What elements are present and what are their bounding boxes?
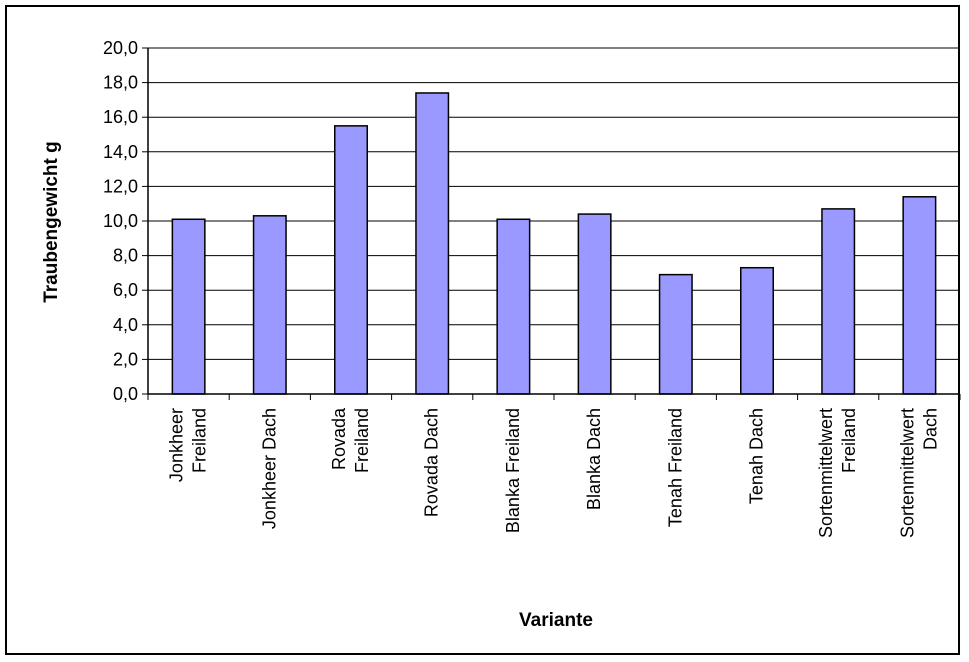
y-tick-label: 18,0 <box>103 73 138 93</box>
x-tick-label: Rovada Dach <box>422 408 442 517</box>
bar <box>252 215 287 395</box>
bars <box>171 92 937 395</box>
x-tick-label: Jonkheer Dach <box>259 408 279 529</box>
x-tick-label-line: Tenah Dach <box>747 408 767 504</box>
bar <box>577 213 612 395</box>
x-axis-title: Variante <box>519 610 593 631</box>
x-tick-label-line: Jonkheer Dach <box>259 408 279 529</box>
y-tick-label: 8,0 <box>113 246 138 266</box>
x-tick-label: Blanka Dach <box>584 408 604 510</box>
x-tick-label: Sortenmittelwert Dach <box>897 408 940 538</box>
y-tick-label: 2,0 <box>113 349 138 369</box>
bar <box>821 208 856 395</box>
y-tick-label: 0,0 <box>113 384 138 404</box>
x-tick-label-line: Freiland <box>352 408 372 473</box>
x-tick-label: Sortenmittelwert Freiland <box>816 408 859 538</box>
x-tick-label-line: Blanka Freiland <box>503 408 523 533</box>
bar <box>334 125 368 395</box>
x-tick-label: Rovada Freiland <box>329 407 372 473</box>
y-tick-label: 6,0 <box>113 280 138 300</box>
x-tick-label-line: Sortenmittelwert <box>816 408 836 538</box>
chart-frame <box>5 5 960 655</box>
x-tick-label: Tenah Freiland <box>665 408 685 527</box>
x-tick-label-line: Freiland <box>839 408 859 473</box>
y-tick-label: 10,0 <box>103 211 138 231</box>
bar <box>415 92 450 395</box>
y-tick-label: 20,0 <box>103 38 138 58</box>
y-tick-label: 12,0 <box>103 176 138 196</box>
x-tick-label: Tenah Dach <box>747 408 767 504</box>
x-tick-label-line: Rovada Dach <box>422 408 442 517</box>
bar <box>171 218 206 395</box>
bar <box>496 218 531 395</box>
y-axis-title: Traubengewicht g <box>41 141 62 303</box>
bar <box>740 266 774 395</box>
x-tick-label-line: Tenah Freiland <box>665 408 685 527</box>
x-tick-label: Jonkheer Freiland <box>167 408 210 482</box>
y-tick-label: 14,0 <box>103 142 138 162</box>
axes <box>142 47 961 400</box>
x-tick-label: Blanka Freiland <box>503 408 523 533</box>
x-tick-label-line: Sortenmittelwert <box>897 408 917 538</box>
x-tick-label-line: Rovada <box>329 407 349 470</box>
x-tick-label-line: Blanka Dach <box>584 408 604 510</box>
x-tick-label-line: Dach <box>920 408 940 450</box>
x-tick-label-line: Freiland <box>190 408 210 473</box>
x-tick-label-line: Jonkheer <box>167 408 187 482</box>
bar <box>902 196 937 395</box>
y-tick-labels: 0,0 2,0 4,0 6,0 8,0 10,0 12,0 14,0 16,0 18,0 20,0 <box>103 38 138 404</box>
y-tick-label: 16,0 <box>103 107 138 127</box>
y-tick-label: 4,0 <box>113 315 138 335</box>
bar <box>658 273 693 395</box>
x-tick-labels: Jonkheer Freiland Jonkheer Dach Rovada Freil… <box>167 407 941 538</box>
